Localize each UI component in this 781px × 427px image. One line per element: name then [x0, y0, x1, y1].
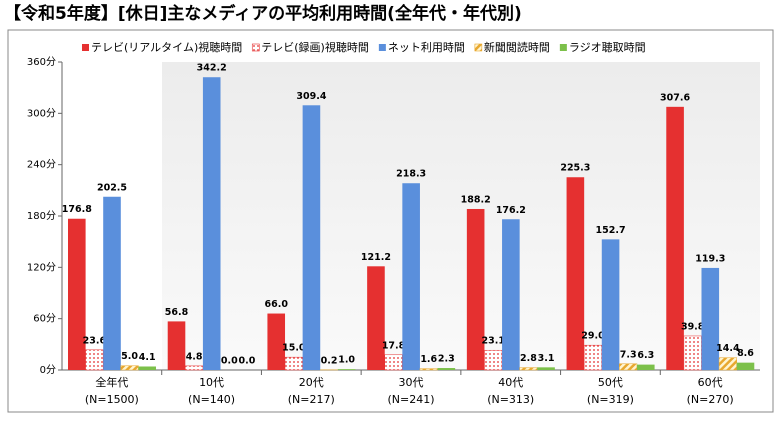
value-label: 0.2	[321, 355, 338, 366]
x-tick-note: (N=1500)	[85, 393, 139, 406]
bar	[584, 345, 602, 370]
legend-label: テレビ(リアルタイム)視聴時間	[91, 40, 242, 54]
bar	[86, 350, 104, 370]
x-tick-note: (N=319)	[587, 393, 634, 406]
value-label: 23.1	[482, 336, 505, 347]
x-tick-label: 10代	[199, 376, 224, 389]
value-label: 66.0	[265, 299, 289, 310]
value-label: 1.0	[338, 355, 355, 366]
x-tick-label: 50代	[598, 376, 623, 389]
legend-swatch	[82, 44, 89, 51]
value-label: 202.5	[97, 182, 127, 193]
bar	[121, 366, 139, 370]
x-tick-note: (N=241)	[387, 393, 434, 406]
legend-label: テレビ(録画)視聴時間	[261, 40, 369, 54]
x-tick-note: (N=270)	[687, 393, 734, 406]
value-label: 1.6	[420, 354, 437, 365]
value-label: 119.3	[695, 253, 725, 264]
bar	[420, 369, 438, 370]
bar	[138, 366, 156, 370]
value-label: 4.8	[186, 351, 203, 362]
bar	[285, 357, 303, 370]
legend-swatch	[379, 44, 386, 51]
legend-swatch	[475, 44, 482, 51]
y-tick-label: 0分	[40, 364, 56, 376]
bar	[338, 369, 356, 370]
y-tick-label: 360分	[27, 56, 56, 68]
bar	[367, 266, 385, 370]
value-label: 188.2	[461, 194, 491, 205]
value-label: 6.3	[637, 350, 654, 361]
legend-label: ネット利用時間	[388, 41, 465, 54]
value-label: 15.0	[282, 343, 306, 354]
y-tick-label: 240分	[27, 159, 56, 171]
x-tick-label: 20代	[299, 376, 324, 389]
value-label: 0.0	[221, 356, 238, 367]
value-label: 307.6	[660, 92, 690, 103]
value-label: 152.7	[596, 225, 626, 236]
x-tick-label: 40代	[498, 376, 523, 389]
value-label: 176.8	[62, 204, 92, 215]
x-tick-note: (N=140)	[188, 393, 235, 406]
bar	[402, 183, 420, 370]
bar	[602, 239, 620, 370]
value-label: 4.1	[139, 352, 156, 363]
value-label: 3.1	[538, 353, 555, 364]
bar	[502, 219, 520, 370]
bar	[719, 358, 737, 370]
value-label: 2.8	[520, 353, 537, 364]
value-label: 7.3	[620, 349, 637, 360]
x-tick-note: (N=217)	[288, 393, 335, 406]
bar	[168, 321, 186, 370]
value-label: 5.0	[121, 351, 138, 362]
bar	[637, 365, 655, 370]
legend-label: ラジオ聴取時間	[569, 41, 646, 54]
bar	[684, 336, 702, 370]
y-tick-label: 180分	[27, 210, 56, 222]
bar	[103, 197, 121, 370]
value-label: 29.0	[581, 331, 605, 342]
value-label: 17.8	[382, 340, 406, 351]
bar	[203, 77, 221, 370]
x-tick-label: 60代	[698, 376, 723, 389]
bar	[68, 219, 86, 370]
bar	[185, 366, 203, 370]
bar	[619, 364, 637, 370]
value-label: 225.3	[560, 163, 590, 174]
value-label: 309.4	[296, 91, 326, 102]
bar	[385, 355, 403, 370]
x-tick-note: (N=313)	[487, 393, 534, 406]
value-label: 121.2	[361, 252, 391, 263]
value-label: 218.3	[396, 169, 426, 180]
value-label: 342.2	[197, 63, 227, 74]
value-label: 56.8	[165, 307, 189, 318]
chart-title: 【令和5年度】[休日]主なメディアの平均利用時間(全年代・年代別)	[4, 3, 522, 24]
value-label: 2.3	[438, 354, 455, 365]
y-tick-label: 60分	[33, 313, 56, 325]
bar	[303, 105, 321, 370]
value-label: 23.6	[83, 335, 107, 346]
bar	[438, 368, 456, 370]
legend-label: 新聞閲読時間	[484, 40, 550, 54]
value-label: 39.8	[681, 321, 705, 332]
x-tick-label: 全年代	[95, 375, 128, 389]
y-tick-label: 300分	[27, 107, 56, 119]
bar	[520, 368, 538, 370]
bar	[701, 268, 719, 370]
legend-swatch	[560, 44, 567, 51]
legend-swatch	[252, 44, 259, 51]
value-label: 176.2	[496, 205, 526, 216]
bar	[484, 350, 502, 370]
bar	[737, 363, 755, 370]
bar	[537, 367, 555, 370]
value-label: 8.6	[737, 348, 754, 359]
value-label: 0.0	[238, 356, 255, 367]
y-tick-label: 120分	[27, 261, 56, 273]
x-tick-label: 30代	[399, 376, 424, 389]
